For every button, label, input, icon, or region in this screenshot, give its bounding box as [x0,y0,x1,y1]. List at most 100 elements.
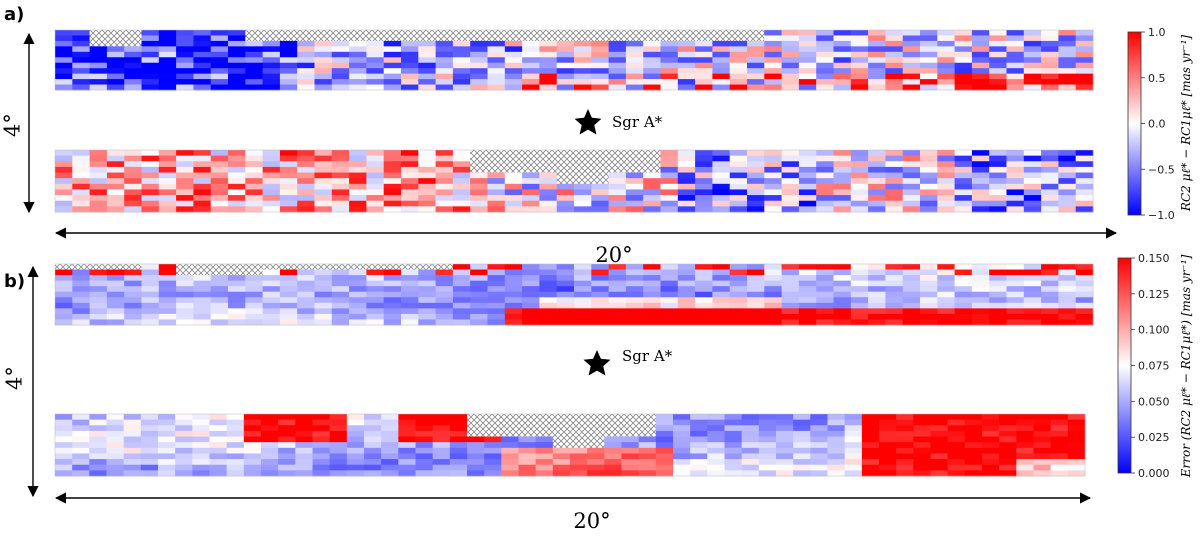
masked-cell [574,178,592,185]
heatmap-cell [971,161,990,168]
heatmap-cell [913,470,931,477]
masked-cell [556,178,575,185]
heatmap-cell [331,291,350,298]
masked-cell [89,264,108,270]
heatmap-cell [798,172,817,179]
heatmap-cell [776,464,794,471]
heatmap-cell [971,166,990,173]
heatmap-cell [793,414,811,421]
heatmap-cell [383,269,402,276]
heatmap-cell [625,291,644,298]
heatmap-cell [297,275,315,282]
heatmap-cell [366,178,385,185]
heatmap-cell [106,161,125,168]
heatmap-cell [625,183,644,190]
heatmap-cell [850,84,869,91]
heatmap-cell [833,35,852,42]
heatmap-cell [418,313,436,320]
heatmap-cell [72,436,90,443]
heatmap-cell [574,319,592,326]
heatmap-cell [140,447,159,454]
heatmap-cell [401,46,419,53]
heatmap-cell [415,436,434,443]
heatmap-cell [245,313,263,320]
masked-cell [262,30,281,36]
heatmap-cell [452,51,471,58]
heatmap-cell [398,419,416,426]
heatmap-cell [261,425,279,432]
heatmap-cell [724,414,743,421]
heatmap-cell [210,84,229,91]
heatmap-cell [364,447,382,454]
heatmap-cell [695,46,713,53]
heatmap-cell [625,308,644,315]
heatmap-cell [764,280,782,287]
heatmap-cell [1050,425,1069,432]
heatmap-cell [608,51,627,58]
heatmap-cell [487,200,506,207]
heatmap-cell [643,178,661,185]
heatmap-cell [729,57,748,64]
heatmap-cell [1016,419,1034,426]
masked-cell [176,264,194,270]
heatmap-cell [1075,35,1094,42]
heatmap-cell [452,319,471,326]
heatmap-cell [989,264,1007,270]
heatmap-cell [1075,30,1094,36]
heatmap-cell [868,297,886,304]
heatmap-cell [278,430,296,437]
heatmap-cell [329,464,348,471]
heatmap-cell [279,313,298,320]
heatmap-cell [279,297,298,304]
heatmap-cell [141,84,160,91]
heatmap-cell [729,264,748,270]
masked-cell [518,425,537,432]
heatmap-cell [798,280,817,287]
heatmap-cell [245,57,263,64]
heatmap-cell [383,79,402,85]
masked-cell [176,269,194,276]
heatmap-cell [1058,68,1077,75]
masked-cell [418,35,436,42]
heatmap-cell [729,308,748,315]
heatmap-cell [210,68,229,75]
heatmap-cell [625,57,644,64]
heatmap-cell [329,425,348,432]
heatmap-cell [920,206,938,213]
heatmap-cell [176,286,194,293]
heatmap-cell [707,447,725,454]
heatmap-cell [920,40,938,47]
heatmap-cell [331,189,350,196]
heatmap-cell [1050,470,1069,477]
heatmap-cell [158,30,177,36]
heatmap-cell [158,313,177,320]
heatmap-cell [660,297,679,304]
heatmap-cell [954,275,973,282]
heatmap-cell [1041,183,1059,190]
heatmap-cell [833,57,852,64]
heatmap-cell [798,161,817,168]
heatmap-cell [1016,447,1034,454]
heatmap-cell [781,62,800,69]
heatmap-cell [989,195,1007,202]
heatmap-cell [279,183,298,190]
heatmap-cell [712,195,731,202]
heatmap-cell [798,206,817,213]
masked-cell [297,264,315,270]
heatmap-cell [504,84,523,91]
heatmap-cell [470,183,488,190]
heatmap-cell [920,264,938,270]
heatmap-cell [816,172,834,179]
heatmap-cell [844,425,863,432]
heatmap-cell [209,425,228,432]
heatmap-cell [677,269,696,276]
heatmap-cell [868,84,886,91]
heatmap-cell [418,269,436,276]
heatmap-cell [364,453,382,460]
heatmap-cell [1006,313,1025,320]
heatmap-cell [885,275,904,282]
heatmap-cell [913,464,931,471]
masked-cell [484,430,502,437]
heatmap-cell [418,73,436,80]
heatmap-cell [435,161,454,168]
